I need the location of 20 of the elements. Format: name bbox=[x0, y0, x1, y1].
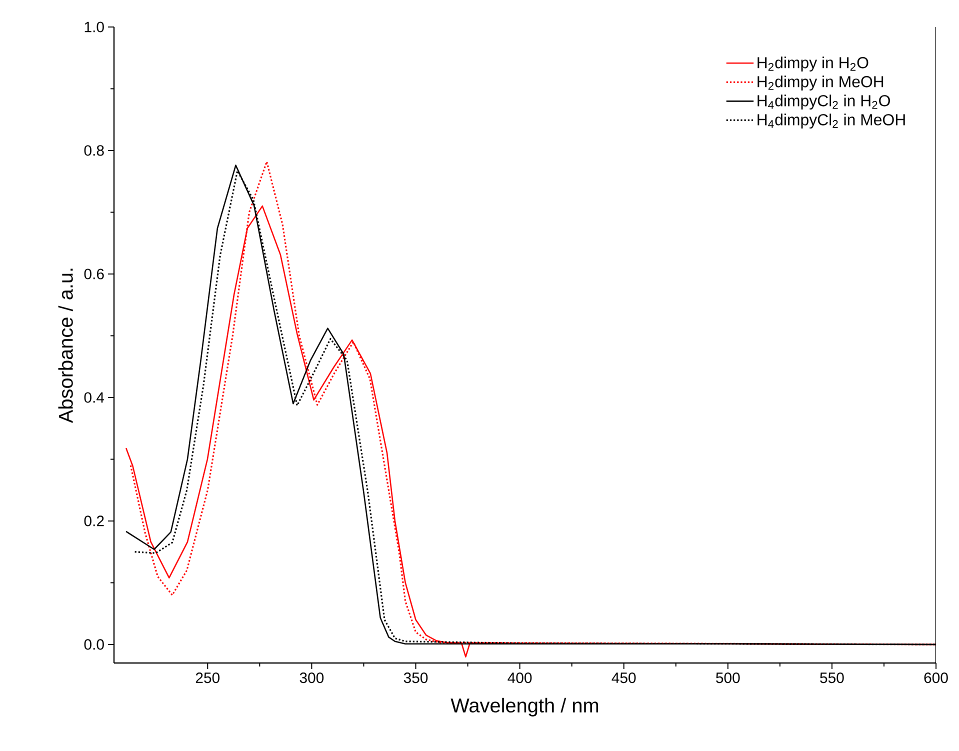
legend-label: H$_{4}$dimpyCl$_{2}$ in H$_{2}$O bbox=[758, 94, 890, 110]
y-tick-label: 0.0 bbox=[84, 639, 104, 650]
x-tick-label: 400 bbox=[508, 672, 532, 684]
legend-label: H$_{4}$dimpyCl$_{2}$ in MeOH bbox=[758, 114, 905, 129]
x-tick-label: 600 bbox=[924, 672, 948, 684]
x-tick-label: 250 bbox=[196, 672, 220, 684]
y-tick-label: 0.4 bbox=[84, 392, 104, 403]
y-tick-label: 1.0 bbox=[84, 22, 104, 32]
y-tick-label: 0.2 bbox=[84, 516, 104, 526]
x-tick-label: 550 bbox=[820, 672, 844, 684]
y-axis-title: Absorbance / a.u. bbox=[58, 268, 73, 424]
x-tick-label: 500 bbox=[716, 672, 740, 684]
x-axis-title: Wavelength / nm bbox=[450, 698, 598, 716]
x-tick-label: 350 bbox=[404, 672, 428, 684]
x-tick-label: 450 bbox=[612, 672, 636, 684]
y-tick-label: 0.8 bbox=[84, 145, 104, 156]
y-tick-label: 0.6 bbox=[84, 268, 104, 280]
x-tick-label: 300 bbox=[300, 672, 324, 684]
legend-label: H$_{2}$dimpy in H$_{2}$O bbox=[758, 56, 868, 72]
legend-label: H$_{2}$dimpy in MeOH bbox=[758, 76, 884, 90]
